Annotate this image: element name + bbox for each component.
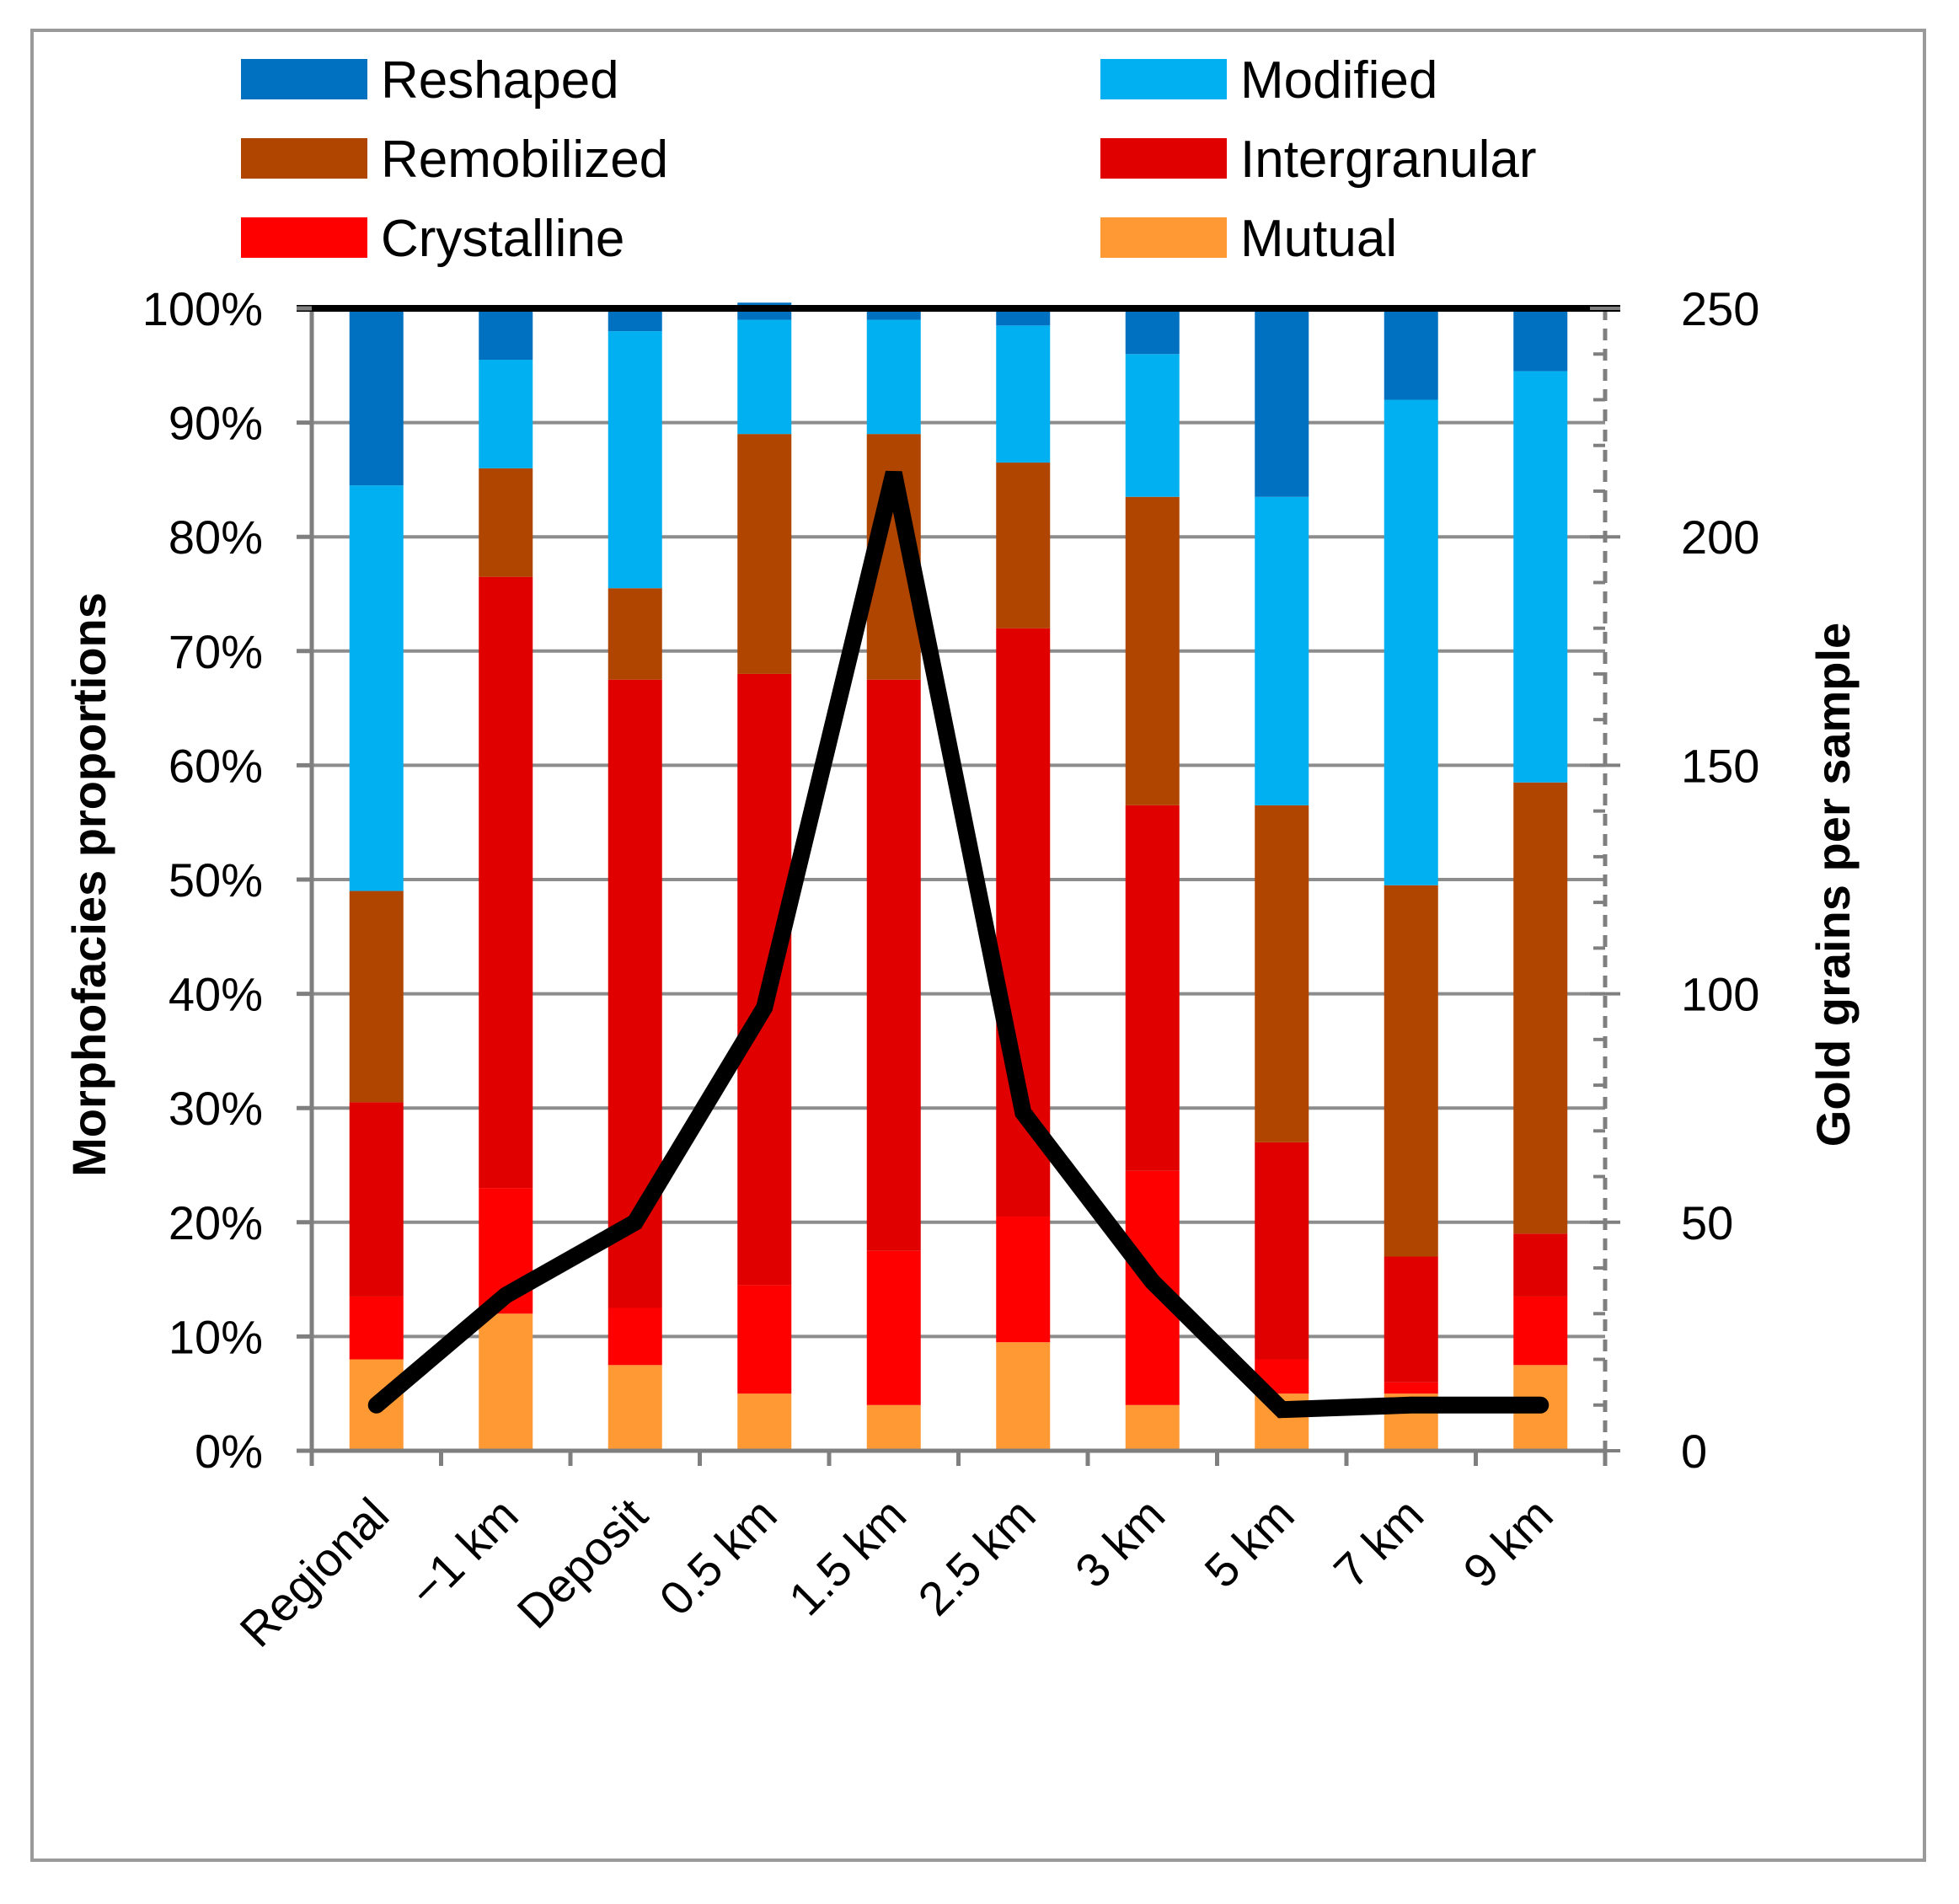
bar-crystalline-7-km bbox=[1384, 1382, 1438, 1394]
x-tick-label-deposit: Deposit bbox=[506, 1488, 657, 1639]
bar-modified-9-km bbox=[1513, 371, 1568, 783]
bar-reshaped-3-km bbox=[1125, 308, 1180, 355]
bar-modified-deposit bbox=[608, 331, 662, 589]
bar-intergranular-1-5-km bbox=[866, 679, 921, 1251]
y2-tick-label: 200 bbox=[1681, 511, 1759, 564]
y2-tick-label: 250 bbox=[1681, 282, 1759, 335]
y2-tick-label: 0 bbox=[1681, 1425, 1707, 1478]
legend: Reshaped Modified Remobilized Intergranular… bbox=[241, 51, 1537, 268]
y-tick-label: 0% bbox=[195, 1425, 263, 1478]
bar-remobilized-2-5-km bbox=[996, 463, 1051, 628]
bar-modified-2-5-km bbox=[996, 325, 1051, 463]
bar-modified-1-km bbox=[479, 360, 533, 468]
y-tick-label: 100% bbox=[142, 282, 263, 335]
bars bbox=[349, 302, 1568, 1451]
bar-crystalline-regional bbox=[349, 1296, 404, 1360]
bar-mutual-deposit bbox=[608, 1365, 662, 1451]
bar-reshaped-regional bbox=[349, 308, 404, 486]
bar-intergranular-7-km bbox=[1384, 1256, 1438, 1383]
legend-label-intergranular: Intergranular bbox=[1240, 131, 1537, 189]
bar-mutual-2-5-km bbox=[996, 1342, 1051, 1451]
y-tick-label: 50% bbox=[169, 853, 263, 907]
bar-modified-5-km bbox=[1255, 496, 1309, 805]
bar-reshaped-2-5-km bbox=[996, 308, 1051, 326]
bar-crystalline-2-5-km bbox=[996, 1217, 1051, 1343]
bar-reshaped-1-km bbox=[479, 308, 533, 361]
x-tick-label-regional: Regional bbox=[229, 1488, 399, 1657]
right-axis-ticks: 0 50 100 150 200 250 bbox=[1681, 282, 1759, 1478]
bar-modified-7-km bbox=[1384, 399, 1438, 885]
x-tick-label-0-5-km: 0.5 km bbox=[649, 1488, 786, 1625]
legend-swatch-intergranular bbox=[1100, 138, 1227, 179]
legend-swatch-reshaped bbox=[241, 59, 367, 99]
chart-frame bbox=[30, 29, 1926, 1862]
left-axis-ticks: 0% 10% 20% 30% 40% 50% 60% 70% 80% 90% 100% bbox=[142, 282, 263, 1478]
bar-crystalline-1-5-km bbox=[866, 1250, 921, 1405]
x-tick-label-5-km: 5 km bbox=[1194, 1488, 1303, 1597]
y-tick-label: 90% bbox=[169, 397, 263, 450]
bar-intergranular-1-km bbox=[479, 576, 533, 1189]
legend-swatch-remobilized bbox=[241, 138, 367, 179]
legend-swatch-crystalline bbox=[241, 217, 367, 258]
legend-label-reshaped: Reshaped bbox=[381, 51, 619, 110]
bar-remobilized-9-km bbox=[1513, 782, 1568, 1234]
x-tick-label-9-km: 9 km bbox=[1453, 1488, 1562, 1597]
line-gold-grains-per-sample bbox=[367, 470, 1550, 1419]
bar-remobilized-7-km bbox=[1384, 885, 1438, 1257]
x-tick-label-3-km: 3 km bbox=[1065, 1488, 1175, 1597]
bar-intergranular-5-km bbox=[1255, 1142, 1309, 1360]
legend-label-crystalline: Crystalline bbox=[381, 210, 624, 268]
y-tick-label: 10% bbox=[169, 1310, 263, 1363]
bar-crystalline-deposit bbox=[608, 1308, 662, 1366]
bar-reshaped-7-km bbox=[1384, 308, 1438, 400]
y2-tick-label: 50 bbox=[1681, 1196, 1733, 1249]
bar-modified-3-km bbox=[1125, 354, 1180, 497]
gold-grains-line bbox=[367, 470, 1550, 1419]
legend-label-modified: Modified bbox=[1240, 51, 1437, 110]
bar-intergranular-regional bbox=[349, 1102, 404, 1297]
bar-reshaped-5-km bbox=[1255, 308, 1309, 497]
bar-remobilized-1-km bbox=[479, 468, 533, 577]
bar-remobilized-3-km bbox=[1125, 496, 1180, 805]
bar-crystalline-0-5-km bbox=[737, 1285, 792, 1394]
y-tick-label: 80% bbox=[169, 511, 263, 564]
bar-mutual-0-5-km bbox=[737, 1393, 792, 1451]
axes bbox=[297, 305, 1620, 1466]
bar-crystalline-9-km bbox=[1513, 1296, 1568, 1366]
y-tick-label: 30% bbox=[169, 1082, 263, 1135]
bar-modified-1-5-km bbox=[866, 319, 921, 435]
bar-remobilized-0-5-km bbox=[737, 434, 792, 674]
y-axis-title: Morphofacies proportions bbox=[62, 592, 115, 1177]
bar-remobilized-5-km bbox=[1255, 805, 1309, 1142]
x-tick-label-7-km: 7 km bbox=[1324, 1488, 1433, 1597]
bar-mutual-1-5-km bbox=[866, 1404, 921, 1451]
legend-swatch-modified bbox=[1100, 59, 1227, 99]
bar-modified-regional bbox=[349, 485, 404, 891]
y-tick-label: 70% bbox=[169, 625, 263, 678]
x-tick-label-1-km: −1 km bbox=[399, 1488, 527, 1617]
y2-tick-label: 150 bbox=[1681, 739, 1759, 792]
y-tick-label: 20% bbox=[169, 1196, 263, 1249]
bar-reshaped-deposit bbox=[608, 308, 662, 332]
bar-reshaped-9-km bbox=[1513, 308, 1568, 372]
bar-remobilized-regional bbox=[349, 890, 404, 1103]
x-tick-label-1-5-km: 1.5 km bbox=[779, 1488, 916, 1625]
x-tick-label-2-5-km: 2.5 km bbox=[907, 1488, 1045, 1625]
y2-tick-label: 100 bbox=[1681, 968, 1759, 1021]
bar-remobilized-deposit bbox=[608, 588, 662, 680]
bar-modified-0-5-km bbox=[737, 319, 792, 435]
y-tick-label: 40% bbox=[169, 968, 263, 1021]
bar-mutual-1-km bbox=[479, 1313, 533, 1451]
legend-label-remobilized: Remobilized bbox=[381, 131, 668, 189]
bar-intergranular-9-km bbox=[1513, 1233, 1568, 1297]
legend-swatch-mutual bbox=[1100, 217, 1227, 258]
y-tick-label: 60% bbox=[169, 739, 263, 792]
bar-mutual-3-km bbox=[1125, 1404, 1180, 1451]
y2-axis-title: Gold grains per sample bbox=[1806, 623, 1860, 1147]
bar-intergranular-3-km bbox=[1125, 805, 1180, 1171]
legend-label-mutual: Mutual bbox=[1240, 210, 1397, 268]
